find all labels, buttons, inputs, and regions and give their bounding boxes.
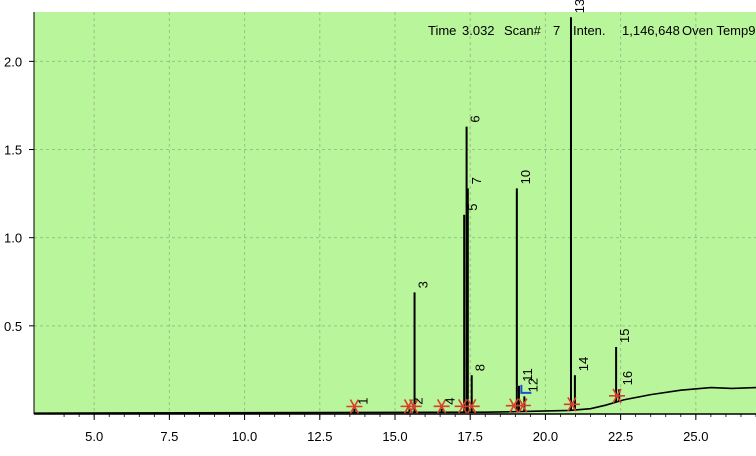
- peak-label-8: 8: [473, 364, 488, 371]
- x-tick-label: 15.0: [382, 429, 407, 444]
- integration-marker: [463, 398, 480, 414]
- peak-label-15: 15: [617, 329, 632, 343]
- integration-markers: [346, 388, 626, 414]
- peak-label-5: 5: [465, 204, 480, 211]
- peak-label-13: 13: [572, 0, 587, 13]
- x-tick-label: 25.0: [683, 429, 708, 444]
- marker-stroke: [349, 399, 360, 414]
- oven-temp-label: Oven Temp90.3: [682, 23, 756, 38]
- y-tick-label: 0.5: [4, 319, 22, 334]
- peak-label-12: 12: [525, 378, 540, 392]
- inten-value: 1,146,648: [622, 23, 680, 38]
- marker-stroke: [457, 398, 468, 414]
- x-tick-label: 10.0: [232, 429, 257, 444]
- marker-stroke: [467, 398, 477, 414]
- scan-label: Scan#: [504, 23, 542, 38]
- grid-lines: [34, 12, 756, 414]
- peak-label-1: 1: [355, 397, 370, 404]
- y-tick-label: 2.0: [4, 54, 22, 69]
- y-tick-label: 1.5: [4, 143, 22, 158]
- marker-stroke: [408, 399, 419, 414]
- scan-value: 7: [553, 23, 560, 38]
- inten-label: Inten.: [573, 23, 606, 38]
- time-value: 3.032: [462, 23, 495, 38]
- integration-bracket: [520, 384, 532, 394]
- marker-stroke: [436, 398, 447, 414]
- trace-layer: [33, 17, 756, 414]
- peak-label-11: 11: [520, 368, 535, 382]
- x-tick-label: 20.0: [533, 429, 558, 444]
- axes: 5.0 7.5 10.0 12.5 15.0 17.5 20.0 22.5 25.0 0.5 1.0…: [4, 12, 756, 444]
- peak-label-6: 6: [468, 115, 483, 122]
- marker-stroke: [567, 396, 577, 412]
- time-label: Time: [428, 23, 456, 38]
- x-tick-label: 22.5: [608, 429, 633, 444]
- x-tick-label: 5.0: [85, 429, 103, 444]
- x-tick-label: 7.5: [160, 429, 178, 444]
- integration-marker: [405, 399, 422, 414]
- peak-label-4: 4: [443, 397, 458, 404]
- integration-marker: [563, 396, 580, 412]
- integration-marker: [514, 398, 531, 413]
- peak-label-7: 7: [469, 177, 484, 184]
- integration-marker: [433, 398, 450, 414]
- x-tick-label: 12.5: [307, 429, 332, 444]
- status-header: Time 3.032 Scan# 7 Inten. 1,146,648 Oven…: [428, 23, 756, 38]
- y-tick-label: 1.0: [4, 231, 22, 246]
- peak-label-10: 10: [518, 170, 533, 184]
- peak-label-3: 3: [416, 281, 431, 288]
- integration-marker: [609, 388, 626, 404]
- marker-stroke: [509, 398, 519, 414]
- peak-label-14: 14: [576, 357, 591, 371]
- baseline-trace: [33, 386, 756, 414]
- marker-stroke: [612, 388, 622, 404]
- peak-label-2: 2: [410, 397, 425, 404]
- x-tick-label: 17.5: [458, 429, 483, 444]
- integration-marker: [346, 399, 363, 414]
- peak-label-16: 16: [620, 371, 635, 385]
- marker-stroke: [518, 398, 528, 413]
